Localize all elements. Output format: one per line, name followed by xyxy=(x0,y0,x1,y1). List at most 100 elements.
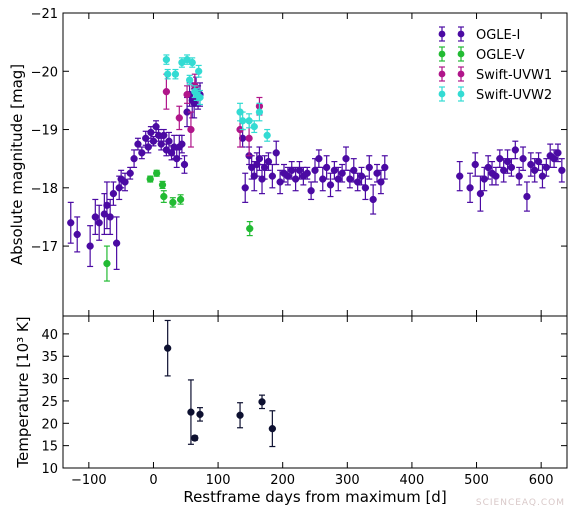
point-swift-uvw2 xyxy=(195,64,203,78)
point-ogle-i xyxy=(353,172,362,192)
temperature-plot-frame xyxy=(62,315,568,469)
point-swift-uvw1 xyxy=(187,111,195,148)
point-ogle-i xyxy=(326,172,335,198)
legend-label-ogle-i: OGLE-I xyxy=(476,28,520,43)
magnitude-ticks: −17 −18 −19 −20 −21 xyxy=(31,7,567,316)
point-ogle-i xyxy=(264,152,273,171)
legend-label-swift-uvw1: Swift-UVW1 xyxy=(476,68,552,83)
point-ogle-i xyxy=(180,155,189,174)
point-ogle-i xyxy=(558,158,566,183)
point-ogle-i xyxy=(272,140,280,166)
point-temperature xyxy=(187,379,195,445)
point-ogle-i xyxy=(106,198,114,236)
point-ogle-i xyxy=(342,146,350,171)
point-swift-uvw2 xyxy=(183,54,191,65)
point-ogle-i xyxy=(534,152,543,171)
point-ogle-i xyxy=(315,149,323,169)
magnitude-y-tick-label: −17 xyxy=(31,240,58,255)
magnitude-panel: −17 −18 −19 −20 −21 OGLE-I OGLE-V Swift-UVW1 Sw… xyxy=(8,7,568,317)
point-swift-uvw2 xyxy=(188,57,196,68)
point-ogle-i xyxy=(268,163,277,189)
point-swift-uvw2 xyxy=(185,74,194,86)
point-temperature xyxy=(164,319,172,377)
point-temperature xyxy=(196,407,204,422)
point-swift-uvw2 xyxy=(164,68,172,80)
point-ogle-v xyxy=(103,245,111,282)
point-ogle-i xyxy=(484,155,492,180)
magnitude-y-tick-label: −20 xyxy=(31,65,58,80)
point-ogle-i xyxy=(134,137,142,151)
temperature-y-tick-label: 40 xyxy=(41,328,58,343)
x-axis-label: Restframe days from maximum [d] xyxy=(183,488,446,506)
point-swift-uvw2 xyxy=(255,102,264,122)
point-swift-uvw1 xyxy=(175,105,183,131)
point-swift-uvw1 xyxy=(183,85,191,104)
point-ogle-i xyxy=(175,134,183,160)
point-ogle-i xyxy=(523,181,531,212)
temperature-y-tick-label: 30 xyxy=(41,373,58,388)
point-temperature xyxy=(268,410,277,448)
point-ogle-i xyxy=(241,172,249,203)
point-ogle-v xyxy=(169,197,177,208)
legend-label-swift-uvw2: Swift-UVW2 xyxy=(476,88,552,103)
temperature-panel: −100 0 100 200 300 400 500 600 10 15 20 25 30 35 40 Te… xyxy=(14,315,568,506)
point-ogle-i xyxy=(126,166,134,180)
temperature-y-tick-label: 15 xyxy=(41,440,58,455)
point-ogle-i xyxy=(319,166,327,192)
magnitude-y-tick-label: −21 xyxy=(31,7,58,22)
point-ogle-i xyxy=(550,149,558,169)
legend-item-ogle-i: OGLE-I xyxy=(438,26,520,43)
point-ogle-i xyxy=(466,172,474,203)
temperature-y-tick-label: 10 xyxy=(41,462,58,477)
point-ogle-i xyxy=(519,146,527,171)
y-axis-label-temperature: Temperature [10³ K] xyxy=(14,316,32,468)
magnitude-data-points xyxy=(67,54,566,282)
point-ogle-i xyxy=(338,163,346,183)
point-swift-uvw2 xyxy=(162,54,171,65)
point-ogle-v xyxy=(176,194,185,205)
point-temperature xyxy=(191,434,199,442)
point-ogle-i xyxy=(295,160,304,180)
point-ogle-i xyxy=(311,158,319,183)
point-ogle-i xyxy=(471,152,479,177)
x-tick-label: 600 xyxy=(529,473,554,488)
legend-item-swift-uvw1: Swift-UVW1 xyxy=(438,66,552,83)
magnitude-y-tick-label: −19 xyxy=(31,124,58,139)
point-ogle-v xyxy=(153,169,161,177)
point-ogle-i xyxy=(100,193,109,236)
point-ogle-v xyxy=(160,190,168,203)
point-ogle-i xyxy=(91,198,99,236)
magnitude-y-tick-label: −18 xyxy=(31,182,58,197)
point-ogle-i xyxy=(260,155,269,180)
legend-label-ogle-v: OGLE-V xyxy=(476,48,525,63)
point-ogle-i xyxy=(503,149,512,174)
watermark: SCIENCEAQ.COM xyxy=(476,498,565,508)
point-swift-uvw2 xyxy=(171,68,180,80)
point-swift-uvw2 xyxy=(196,89,204,106)
point-ogle-i xyxy=(160,128,168,142)
temperature-data-points xyxy=(164,319,277,448)
point-swift-uvw2 xyxy=(250,120,258,134)
point-ogle-i xyxy=(73,216,81,253)
point-ogle-i xyxy=(476,175,485,212)
y-axis-label-magnitude: Absolute magnitude [mag] xyxy=(8,64,26,265)
point-ogle-i xyxy=(381,155,389,180)
point-ogle-i xyxy=(109,181,118,206)
x-tick-label: 300 xyxy=(335,473,360,488)
point-ogle-i xyxy=(456,160,464,192)
point-ogle-v xyxy=(146,175,154,183)
point-ogle-i xyxy=(67,201,75,244)
temperature-y-tick-label: 35 xyxy=(41,350,58,365)
point-ogle-i xyxy=(527,152,535,177)
point-temperature xyxy=(258,394,266,410)
point-ogle-i xyxy=(369,184,377,215)
point-ogle-i xyxy=(515,166,523,186)
point-ogle-i xyxy=(500,158,508,183)
point-ogle-i xyxy=(144,140,152,154)
point-ogle-i xyxy=(307,181,315,201)
point-ogle-i xyxy=(130,149,138,169)
point-ogle-i xyxy=(170,134,178,160)
point-ogle-i xyxy=(95,204,103,241)
temperature-y-tick-label: 20 xyxy=(41,417,58,432)
point-ogle-i xyxy=(322,155,331,180)
